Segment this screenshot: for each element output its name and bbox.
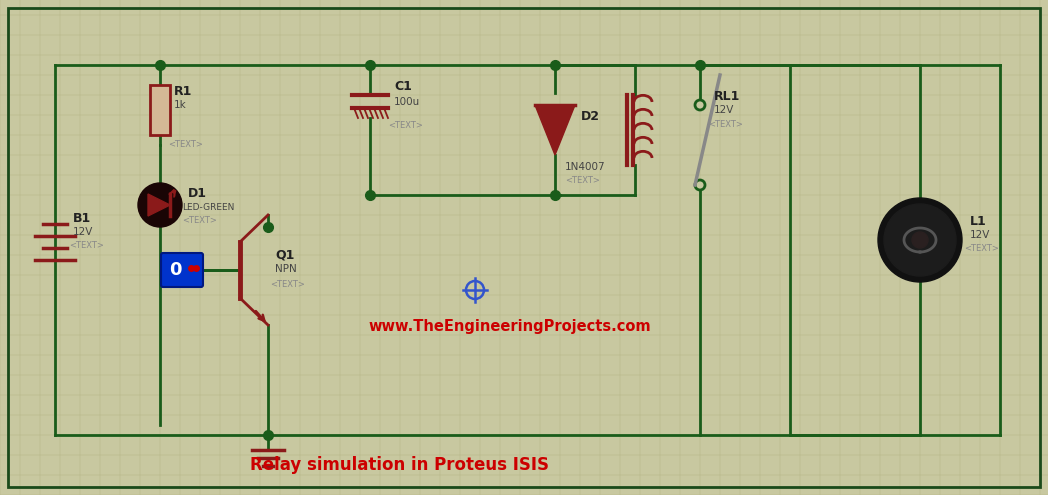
Text: <TEXT>: <TEXT> — [708, 120, 743, 129]
Text: RL1: RL1 — [714, 90, 740, 103]
Text: D2: D2 — [581, 110, 601, 123]
Circle shape — [138, 183, 182, 227]
Circle shape — [695, 100, 705, 110]
Circle shape — [695, 180, 705, 190]
Text: C1: C1 — [394, 80, 412, 93]
Text: www.TheEngineeringProjects.com: www.TheEngineeringProjects.com — [369, 319, 651, 335]
Text: <TEXT>: <TEXT> — [182, 216, 217, 225]
Polygon shape — [148, 194, 170, 216]
Text: <TEXT>: <TEXT> — [964, 244, 999, 253]
Text: <TEXT>: <TEXT> — [270, 280, 305, 289]
Bar — [150, 85, 170, 135]
Circle shape — [878, 198, 962, 282]
Text: B1: B1 — [73, 212, 91, 225]
Text: 12V: 12V — [714, 105, 735, 115]
Circle shape — [885, 204, 956, 276]
Text: LED-GREEN: LED-GREEN — [182, 203, 235, 212]
Text: <TEXT>: <TEXT> — [168, 140, 203, 149]
Circle shape — [912, 232, 927, 248]
Text: L1: L1 — [970, 215, 987, 228]
Text: 12V: 12V — [970, 230, 990, 240]
Text: <TEXT>: <TEXT> — [69, 241, 104, 250]
Text: Relay simulation in Proteus ISIS: Relay simulation in Proteus ISIS — [250, 456, 549, 474]
Text: 12V: 12V — [73, 227, 93, 237]
FancyBboxPatch shape — [161, 253, 203, 287]
Text: 1N4007: 1N4007 — [565, 162, 606, 172]
Text: Q1: Q1 — [275, 248, 294, 261]
Text: NPN: NPN — [275, 264, 297, 274]
Text: <TEXT>: <TEXT> — [388, 121, 423, 130]
Text: 100u: 100u — [394, 97, 420, 107]
Text: 0: 0 — [169, 261, 181, 279]
Text: D1: D1 — [188, 187, 208, 200]
Text: R1: R1 — [174, 85, 193, 98]
Polygon shape — [534, 105, 575, 155]
Text: 1k: 1k — [174, 100, 187, 110]
Text: <TEXT>: <TEXT> — [565, 176, 599, 185]
